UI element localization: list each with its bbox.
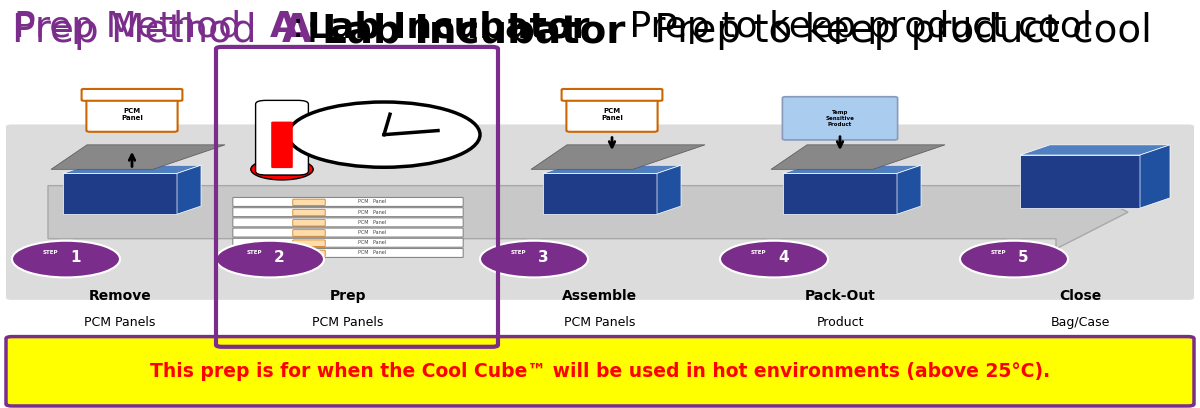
Text: PCM
Panel: PCM Panel <box>121 108 143 121</box>
Text: This prep is for when the Cool Cube™ will be used in hot environments (above 25°: This prep is for when the Cool Cube™ wil… <box>150 362 1050 381</box>
FancyBboxPatch shape <box>566 97 658 132</box>
Text: STEP: STEP <box>247 251 262 255</box>
Circle shape <box>480 241 588 277</box>
FancyBboxPatch shape <box>293 209 325 216</box>
FancyBboxPatch shape <box>82 89 182 101</box>
Text: STEP: STEP <box>991 251 1006 255</box>
Polygon shape <box>784 173 896 214</box>
Polygon shape <box>1140 145 1170 208</box>
FancyBboxPatch shape <box>233 197 463 206</box>
Text: PCM   Panel: PCM Panel <box>358 251 386 255</box>
Text: Bag/Case: Bag/Case <box>1050 316 1110 329</box>
FancyBboxPatch shape <box>271 122 293 168</box>
Text: PCM   Panel: PCM Panel <box>358 210 386 215</box>
FancyBboxPatch shape <box>233 238 463 247</box>
Text: 1: 1 <box>71 250 80 264</box>
FancyBboxPatch shape <box>6 124 1194 300</box>
Text: Assemble: Assemble <box>563 289 637 303</box>
Text: PCM Panels: PCM Panels <box>312 316 384 329</box>
Circle shape <box>216 241 324 277</box>
Text: PCM Panels: PCM Panels <box>84 316 156 329</box>
Text: 2: 2 <box>275 250 284 264</box>
Text: PCM
Panel: PCM Panel <box>601 108 623 121</box>
FancyBboxPatch shape <box>293 220 325 226</box>
FancyBboxPatch shape <box>233 208 463 217</box>
Text: Prep: Prep <box>330 289 366 303</box>
Text: STEP: STEP <box>511 251 526 255</box>
FancyBboxPatch shape <box>233 218 463 227</box>
Text: 4: 4 <box>779 250 788 264</box>
Polygon shape <box>772 145 946 169</box>
FancyBboxPatch shape <box>293 240 325 246</box>
FancyBboxPatch shape <box>6 337 1194 406</box>
Text: Prep Method: Prep Method <box>12 12 269 50</box>
Polygon shape <box>64 173 178 214</box>
FancyBboxPatch shape <box>293 199 325 206</box>
Polygon shape <box>1020 145 1170 155</box>
Polygon shape <box>178 165 202 214</box>
FancyBboxPatch shape <box>233 248 463 257</box>
Text: Close: Close <box>1058 289 1102 303</box>
Circle shape <box>960 241 1068 277</box>
FancyBboxPatch shape <box>782 97 898 140</box>
Text: STEP: STEP <box>43 251 58 255</box>
Text: 3: 3 <box>539 250 548 264</box>
FancyArrow shape <box>48 175 1128 249</box>
Text: Prep Method: Prep Method <box>14 10 253 44</box>
Text: A: A <box>282 12 312 50</box>
FancyBboxPatch shape <box>293 230 325 236</box>
Circle shape <box>12 241 120 277</box>
Circle shape <box>720 241 828 277</box>
Text: PCM   Panel: PCM Panel <box>358 230 386 235</box>
Text: STEP: STEP <box>751 251 766 255</box>
Polygon shape <box>530 145 706 169</box>
Text: 5: 5 <box>1019 250 1028 264</box>
Polygon shape <box>1020 155 1140 208</box>
Text: PCM Panels: PCM Panels <box>564 316 636 329</box>
Circle shape <box>251 159 313 180</box>
Text: PCM   Panel: PCM Panel <box>358 240 386 245</box>
Text: Prep to keep product cool: Prep to keep product cool <box>642 12 1152 50</box>
Text: :: : <box>306 12 331 50</box>
Text: Lab Incubator: Lab Incubator <box>322 12 625 50</box>
Polygon shape <box>542 165 682 173</box>
Text: Temp
Sensitive
Product: Temp Sensitive Product <box>826 110 854 126</box>
Text: A: A <box>270 10 298 44</box>
Polygon shape <box>542 173 658 214</box>
FancyBboxPatch shape <box>562 89 662 101</box>
FancyBboxPatch shape <box>293 250 325 257</box>
Polygon shape <box>896 165 922 214</box>
Polygon shape <box>52 145 226 169</box>
Text: PCM   Panel: PCM Panel <box>358 220 386 225</box>
FancyBboxPatch shape <box>86 97 178 132</box>
Text: Prep to keep product cool: Prep to keep product cool <box>618 10 1092 44</box>
Text: Remove: Remove <box>89 289 151 303</box>
Text: PCM   Panel: PCM Panel <box>358 200 386 204</box>
Text: :: : <box>292 10 316 44</box>
Text: Pack-Out: Pack-Out <box>804 289 876 303</box>
Text: Product: Product <box>816 316 864 329</box>
Text: Lab Incubator: Lab Incubator <box>307 10 589 44</box>
Polygon shape <box>64 165 202 173</box>
Polygon shape <box>784 165 922 173</box>
FancyBboxPatch shape <box>233 228 463 237</box>
Polygon shape <box>658 165 682 214</box>
Circle shape <box>288 102 480 167</box>
FancyBboxPatch shape <box>256 100 308 175</box>
